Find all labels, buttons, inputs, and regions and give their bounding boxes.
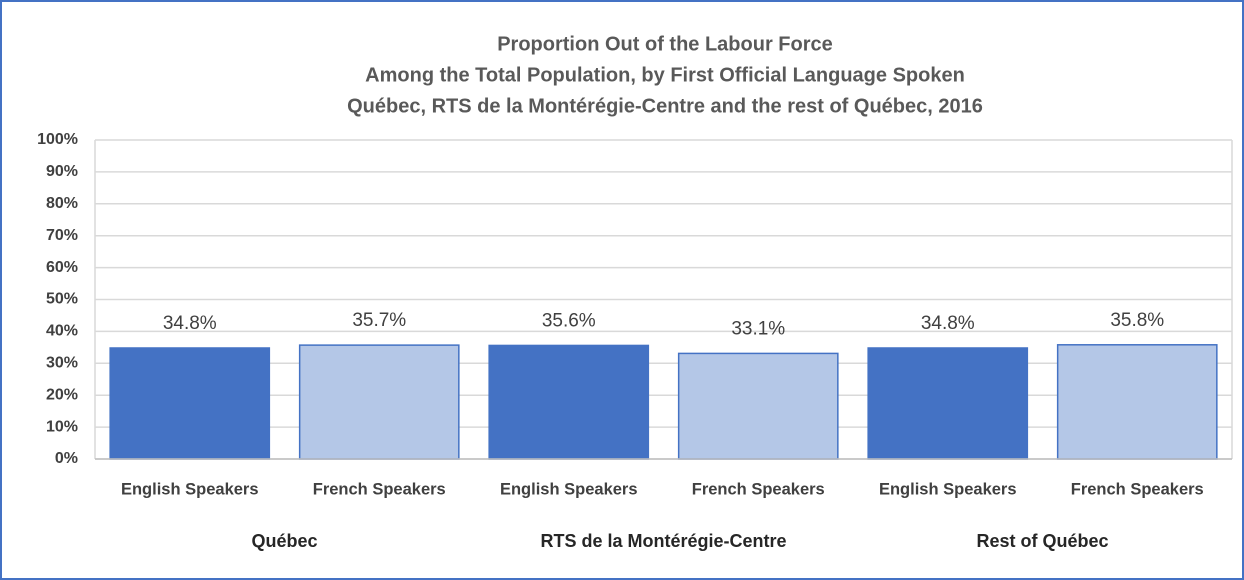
y-tick-label: 10% [46,418,78,435]
chart-title: Proportion Out of the Labour Force [497,33,833,55]
bar [109,347,271,460]
group-label: Québec [251,531,317,551]
x-tick-label: French Speakers [692,480,825,498]
chart-subtitle: Among the Total Population, by First Off… [365,64,965,86]
bar [677,352,839,460]
group-label: Rest of Québec [976,531,1108,551]
value-label: 35.7% [352,310,406,331]
y-tick-label: 60% [46,259,78,276]
x-tick-label: French Speakers [1071,480,1204,498]
value-label: 34.8% [163,313,217,334]
y-tick-label: 70% [46,227,78,244]
y-tick-label: 50% [46,291,78,308]
y-tick-label: 40% [46,323,78,340]
x-tick-label: French Speakers [313,480,446,498]
y-tick-label: 100% [37,131,78,148]
y-tick-label: 20% [46,386,78,403]
x-tick-label: English Speakers [500,480,638,498]
y-tick-label: 90% [46,163,78,180]
bar [488,344,650,460]
value-label: 35.6% [542,310,596,331]
y-tick-label: 0% [55,450,78,467]
bar [1056,344,1218,460]
value-label: 35.8% [1110,310,1164,331]
value-label: 33.1% [731,318,785,339]
x-tick-label: English Speakers [879,480,1017,498]
value-label: 34.8% [921,313,975,334]
group-label: RTS de la Montérégie-Centre [540,531,786,551]
y-tick-label: 80% [46,195,78,212]
chart-subtitle: Québec, RTS de la Montérégie-Centre and … [347,95,983,117]
y-tick-label: 30% [46,355,78,372]
bar [867,347,1029,460]
bar [298,344,460,460]
x-tick-label: English Speakers [121,480,259,498]
